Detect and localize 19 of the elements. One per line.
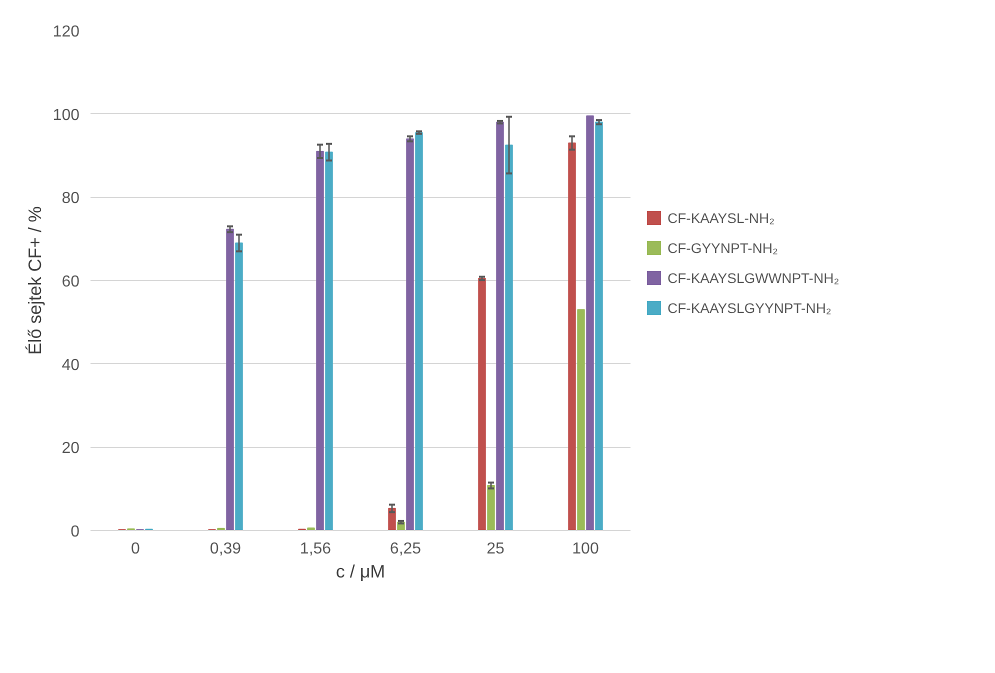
y-tick-label: 20 bbox=[62, 440, 80, 458]
x-tick-label: 1,56 bbox=[300, 540, 332, 558]
y-tick-label: 80 bbox=[62, 190, 80, 208]
y-tick-label: 0 bbox=[70, 524, 80, 540]
y-axis-title: Élő sejtek CF+ / % bbox=[24, 206, 45, 355]
x-tick-label: 25 bbox=[486, 540, 504, 558]
legend-label: CF-KAAYSL-NH₂ bbox=[668, 210, 775, 226]
legend-label: CF-GYYNPT-NH₂ bbox=[668, 240, 778, 256]
y-tick-label: 60 bbox=[62, 274, 80, 290]
legend-label: CF-KAAYSLGWWNPT-NH₂ bbox=[668, 270, 840, 286]
legend-label: CF-KAAYSLGYYNPT-NH₂ bbox=[668, 300, 832, 316]
x-tick-label: 0,39 bbox=[210, 540, 242, 558]
y-tick-label: 100 bbox=[52, 106, 80, 124]
x-tick-label: 100 bbox=[572, 540, 599, 558]
y-tick-label: 120 bbox=[52, 24, 80, 40]
y-tick-label: 40 bbox=[62, 356, 80, 374]
x-tick-label: 0 bbox=[131, 540, 140, 558]
x-axis-title: c / μM bbox=[336, 562, 386, 582]
x-tick-label: 6,25 bbox=[390, 540, 422, 558]
